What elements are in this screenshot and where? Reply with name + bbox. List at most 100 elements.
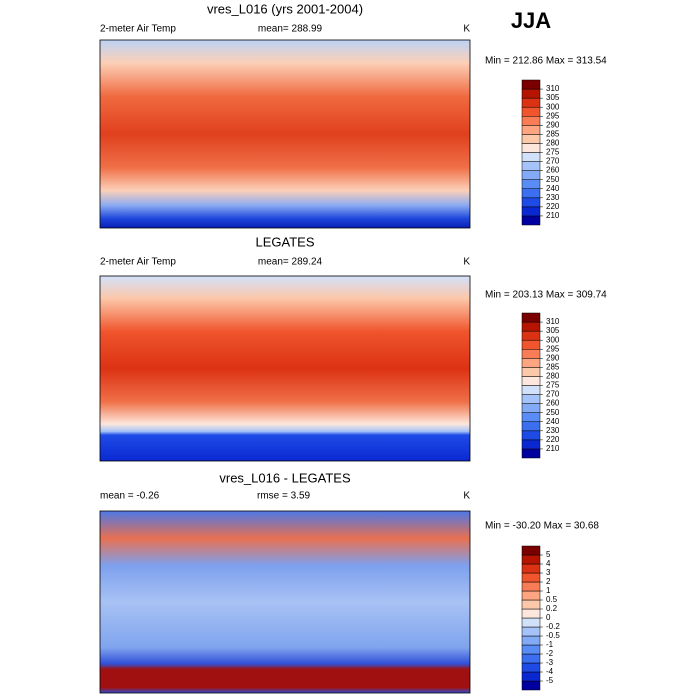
colorbar-box <box>521 170 541 180</box>
colorbar-label: -0.5 <box>546 631 560 640</box>
units-label: K <box>463 24 470 35</box>
colorbar-box <box>521 376 541 386</box>
units-label: K <box>463 491 470 502</box>
colorbar-box <box>521 385 541 395</box>
colorbar-box <box>521 448 541 459</box>
map <box>99 39 471 229</box>
colorbar-label: 260 <box>546 399 560 408</box>
colorbar-box <box>521 125 541 135</box>
colorbar-label: 295 <box>546 111 560 120</box>
colorbar-box <box>521 321 541 332</box>
colorbar-box <box>521 367 541 377</box>
center-label: mean= 288.99 <box>258 24 323 35</box>
map <box>99 510 471 694</box>
colorbar-label: 230 <box>546 193 560 202</box>
colorbar-box <box>521 680 541 691</box>
colorbar-box <box>521 439 541 450</box>
colorbar-box <box>521 88 541 99</box>
colorbar-label: 240 <box>546 184 560 193</box>
colorbar-box <box>521 412 541 422</box>
min-max: Min = 203.13 Max = 309.74 <box>485 290 607 301</box>
colorbar-box <box>521 206 541 217</box>
colorbar-label: 305 <box>546 93 560 102</box>
colorbar-box <box>521 152 541 162</box>
colorbar-label: 295 <box>546 344 560 353</box>
colorbar-label: 1 <box>546 586 551 595</box>
colorbar-label: 285 <box>546 362 560 371</box>
colorbar-box <box>521 626 541 637</box>
colorbar-label: 0 <box>546 613 551 622</box>
colorbar-label: 310 <box>546 84 560 93</box>
colorbar-label: 250 <box>546 175 560 184</box>
colorbar-label: 240 <box>546 417 560 426</box>
panel-title: LEGATES <box>255 234 314 249</box>
colorbar-label: 260 <box>546 166 560 175</box>
colorbar-label: 290 <box>546 120 560 129</box>
colorbar-box <box>521 106 541 117</box>
colorbar-label: 0.2 <box>546 604 558 613</box>
colorbar-box <box>521 590 541 601</box>
colorbar-box <box>521 179 541 189</box>
colorbar-box <box>521 608 541 619</box>
colorbar-box <box>521 143 541 153</box>
colorbar-box <box>521 161 541 171</box>
colorbar-box <box>521 188 541 199</box>
colorbar-label: -2 <box>546 649 554 658</box>
colorbar-label: 310 <box>546 317 560 326</box>
min-max: Min = 212.86 Max = 313.54 <box>485 56 607 67</box>
colorbar-label: 5 <box>546 550 551 559</box>
panel-title: vres_L016 - LEGATES <box>219 470 351 485</box>
colorbar-box <box>521 662 541 673</box>
colorbar-box <box>521 97 541 108</box>
colorbar-box <box>521 79 541 90</box>
colorbar-box <box>521 134 541 144</box>
colorbar-label: -0.2 <box>546 622 560 631</box>
colorbar-box <box>521 430 541 441</box>
colorbar-box <box>521 312 541 323</box>
colorbar-label: 0.5 <box>546 595 558 604</box>
colorbar-box <box>521 403 541 413</box>
colorbar-label: 270 <box>546 157 560 166</box>
colorbar-label: 300 <box>546 335 560 344</box>
colorbar-label: 210 <box>546 444 560 453</box>
colorbar-box <box>521 671 541 682</box>
colorbar-label: 285 <box>546 129 560 138</box>
colorbar-box <box>521 653 541 664</box>
colorbar-label: -3 <box>546 658 554 667</box>
min-max: Min = -30.20 Max = 30.68 <box>485 521 599 532</box>
colorbar-label: 3 <box>546 568 551 577</box>
colorbar-box <box>521 394 541 404</box>
center-label: rmse = 3.59 <box>257 491 311 502</box>
colorbar-box <box>521 572 541 583</box>
colorbar-label: 2 <box>546 577 551 586</box>
colorbar-label: 220 <box>546 435 560 444</box>
colorbar-box <box>521 644 541 655</box>
colorbar-box <box>521 581 541 592</box>
colorbar-label: 300 <box>546 102 560 111</box>
colorbar-box <box>521 215 541 226</box>
map <box>99 275 471 462</box>
colorbar-label: 270 <box>546 390 560 399</box>
colorbar-box <box>521 358 541 368</box>
colorbar-label: 280 <box>546 139 560 148</box>
season-title: JJA <box>511 8 551 33</box>
colorbar-box <box>521 421 541 432</box>
colorbar-label: 220 <box>546 202 560 211</box>
colorbar-box <box>521 197 541 208</box>
colorbar-label: 275 <box>546 148 560 157</box>
colorbar-label: 230 <box>546 426 560 435</box>
colorbar-label: 280 <box>546 372 560 381</box>
colorbar-box <box>521 635 541 646</box>
colorbar-box <box>521 617 541 628</box>
colorbar-box <box>521 563 541 574</box>
colorbar-label: 275 <box>546 381 560 390</box>
colorbar-box <box>521 330 541 341</box>
left-label: 2-meter Air Temp <box>100 257 176 268</box>
panel-title: vres_L016 (yrs 2001-2004) <box>207 1 363 16</box>
colorbar-label: 290 <box>546 353 560 362</box>
colorbar-label: -5 <box>546 676 554 685</box>
colorbar-box <box>521 339 541 350</box>
colorbar-box <box>521 554 541 565</box>
left-label: mean = -0.26 <box>100 491 160 502</box>
